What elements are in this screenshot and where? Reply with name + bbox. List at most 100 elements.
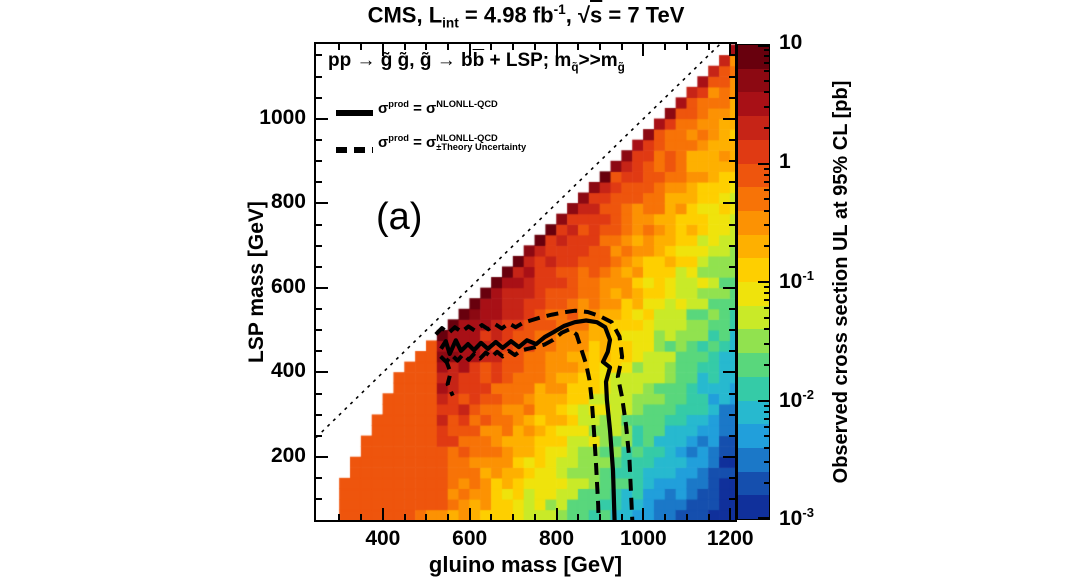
y-tick-label: 200 [270, 444, 306, 467]
colorbar-tick [764, 188, 769, 191]
axis-tick [316, 498, 322, 501]
colorbar-band [738, 424, 769, 449]
axis-tick [316, 75, 322, 78]
contour-dashed-plus [434, 308, 635, 520]
axis-tick [316, 54, 322, 57]
legend-process-label: pp → g̃ g̃, g̃ → bb + LSP; mq̃>>mg̃ [328, 50, 625, 74]
axis-tick [446, 514, 449, 520]
axis-tick [316, 413, 322, 416]
axis-tick [664, 44, 667, 50]
y-tick-label: 800 [270, 190, 306, 214]
axis-tick [512, 44, 515, 50]
axis-tick [729, 181, 735, 184]
colorbar-tick [764, 167, 769, 170]
x-tick-label: 1200 [706, 527, 754, 550]
axis-tick [468, 44, 471, 56]
colorbar-band [738, 305, 769, 330]
dashed-line-swatch [336, 147, 373, 153]
colorbar-tick [764, 307, 769, 310]
axis-tick [316, 244, 322, 247]
colorbar-tick [764, 173, 769, 176]
axis-tick [729, 54, 735, 57]
colorbar-tick [764, 180, 769, 183]
y-tick-label: 400 [270, 359, 306, 383]
diagonal-line [316, 44, 721, 439]
colorbar-tick [764, 292, 769, 295]
axis-tick [360, 514, 363, 520]
axis-tick [316, 286, 328, 289]
colorbar-tick [764, 446, 769, 449]
colorbar-tick [764, 105, 769, 108]
axis-tick [316, 202, 328, 205]
contour-dashed-minus [439, 327, 601, 520]
axis-tick [685, 44, 688, 50]
axis-tick [490, 514, 493, 520]
colorbar-band [738, 92, 769, 117]
axis-tick [729, 392, 735, 395]
plot-area: pp → g̃ g̃, g̃ → bb + LSP; mq̃>>mg̃ σpro… [314, 42, 737, 522]
axis-tick [316, 265, 322, 268]
axis-tick [707, 44, 710, 50]
axis-tick [577, 44, 580, 50]
axis-tick [316, 371, 328, 374]
axis-tick [729, 350, 735, 353]
axis-tick [316, 350, 322, 353]
axis-tick [620, 44, 623, 50]
heatmap-canvas [316, 44, 735, 520]
axis-tick [723, 286, 735, 289]
colorbar-tick [764, 286, 769, 289]
colorbar-tick [764, 79, 769, 82]
axis-tick [729, 329, 735, 332]
axis-tick [729, 75, 735, 78]
x-axis-label: gluino mass [GeV] [428, 552, 623, 577]
colorbar-tick [758, 517, 769, 519]
axis-tick [425, 514, 428, 520]
colorbar-tick [764, 224, 769, 227]
axis-tick [403, 44, 406, 50]
colorbar-tick [764, 49, 769, 52]
colorbar-band [738, 282, 769, 307]
axis-tick [316, 308, 322, 311]
axis-tick [338, 514, 341, 520]
axis-tick [729, 96, 735, 99]
axis-tick [555, 44, 558, 56]
colorbar-tick [764, 461, 769, 464]
colorbar-band [738, 210, 769, 236]
axis-tick [533, 44, 536, 50]
colorbar-tick [758, 399, 769, 402]
colorbar-tick [758, 281, 769, 283]
colorbar-band [738, 163, 769, 188]
colorbar-band [738, 376, 769, 401]
colorbar-band [738, 400, 769, 425]
axis-tick [316, 181, 322, 184]
axis-tick [338, 44, 341, 50]
legend-entry-dashed-label: σprod = σ NLONLL-QCD ±Theory Uncertainty [378, 132, 527, 153]
axis-tick [729, 508, 732, 520]
colorbar-tick [758, 45, 769, 47]
y-tick-label: 1000 [259, 105, 306, 129]
x-tick-label: 400 [365, 527, 401, 550]
axis-tick [490, 44, 493, 50]
axis-tick [512, 514, 515, 520]
colorbar-band [738, 45, 769, 70]
axis-tick [316, 392, 322, 395]
colorbar-band [738, 329, 769, 354]
colorbar-tick [764, 417, 769, 420]
contour-overlay [316, 44, 721, 520]
colorbar-tick [764, 198, 769, 201]
axis-tick [664, 514, 667, 520]
axis-tick [468, 508, 471, 520]
x-tick-label: 1000 [620, 527, 667, 550]
axis-tick [729, 413, 735, 416]
axis-tick [316, 477, 322, 480]
colorbar-tick [764, 410, 769, 413]
colorbar-tick [764, 299, 769, 302]
colorbar-tick [764, 91, 769, 94]
axis-tick [360, 44, 363, 50]
axis-tick [598, 514, 601, 520]
x-tick-label: 600 [452, 527, 488, 550]
axis-tick [707, 514, 710, 520]
axis-tick [729, 477, 735, 480]
colorbar-tick [764, 328, 769, 331]
